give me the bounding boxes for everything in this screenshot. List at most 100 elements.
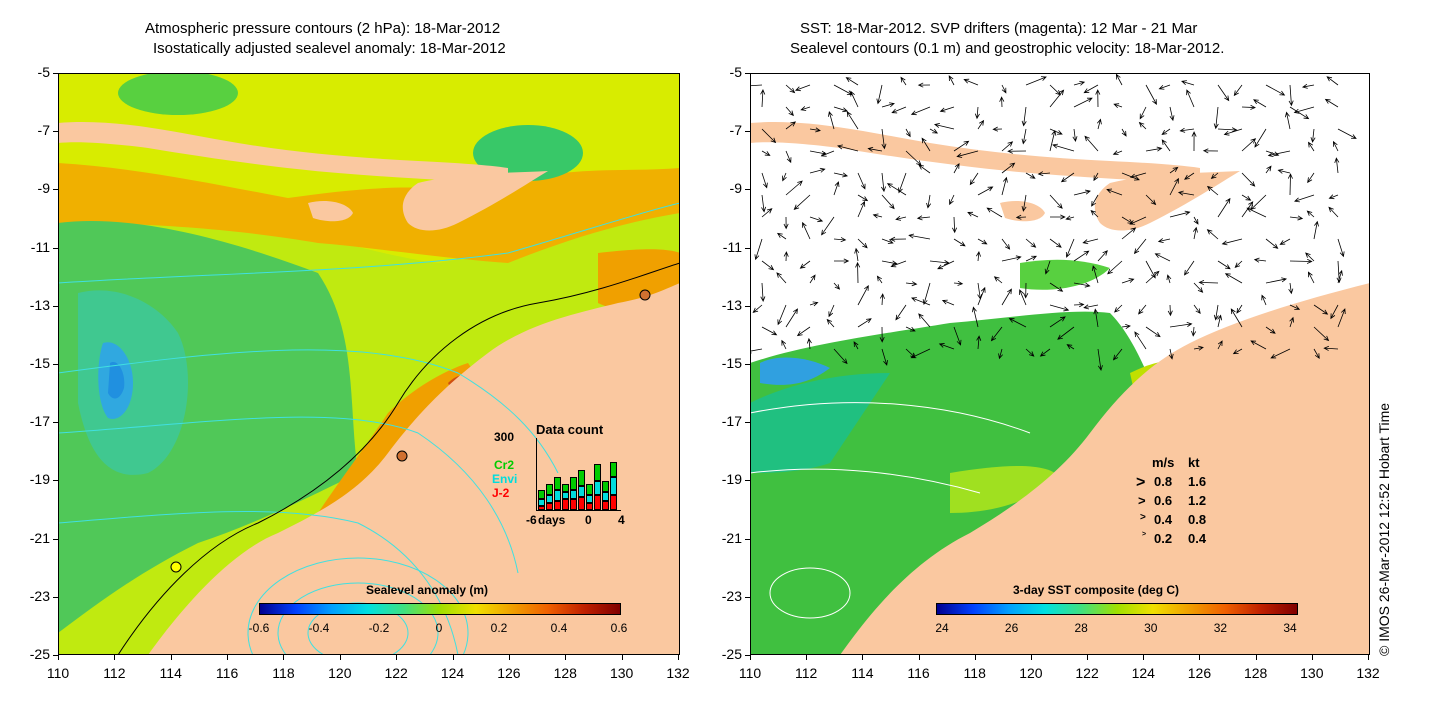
velocity-vector [857,172,866,190]
velocity-vector [1198,280,1219,286]
velocity-vector [905,326,916,332]
velocity-vector [1001,238,1011,250]
velocity-vector [881,128,887,150]
velocity-vector [846,111,859,130]
velocity-vector [1184,172,1195,180]
data-count-bar [546,483,553,495]
data-count-bar [602,481,609,493]
velocity-vector [857,194,869,202]
velocity-vector [1289,106,1310,120]
left-ytick: -25 [29,646,50,662]
left-xtick: 112 [103,665,126,681]
velocity-vector [1184,260,1195,276]
velocity-vector [1049,316,1066,328]
velocity-vector [998,348,1003,360]
velocity-vector [1021,106,1027,127]
data-count-bar [610,494,617,510]
velocity-vector [1052,143,1075,152]
velocity-vector [1267,150,1291,158]
velocity-vector [783,216,789,230]
left-xtick: 130 [609,665,634,681]
velocity-vector [1265,84,1286,96]
velocity-vector [1224,273,1243,284]
velocity-vector [1232,348,1243,355]
velocity-vector [1073,250,1090,262]
velocity-vector [900,76,907,86]
velocity-vector [1121,172,1140,181]
velocity-vector [1193,216,1199,225]
velocity-vector [1093,172,1099,182]
velocity-kt-value: 0.8 [1188,512,1207,527]
velocity-vector [974,106,980,120]
left-colorbar [259,603,621,615]
velocity-vector [921,137,931,152]
velocity-vector [1289,258,1313,264]
velocity-vector [833,282,841,290]
right-xtick: 122 [1075,665,1099,681]
velocity-vector [1049,304,1070,312]
velocity-vector [908,233,931,240]
velocity-vector [1210,172,1219,179]
right-xtick-mark [750,655,751,660]
velocity-vector [889,236,907,242]
left-ytick: -21 [29,529,50,546]
velocity-vector [999,96,1005,108]
velocity-vector [1253,257,1267,263]
data-count-bar [578,470,585,486]
velocity-vector [1084,135,1099,152]
right-xtick-mark [1255,655,1257,660]
velocity-vector [833,237,847,243]
velocity-vector [857,238,868,249]
velocity-vector [953,162,960,174]
velocity-vector [785,106,794,117]
velocity-vector [886,183,907,196]
velocity-vector [1154,253,1171,262]
velocity-vector [750,348,763,354]
velocity-vector [917,82,931,88]
velocity-vector [948,75,955,86]
right-ytick: -17 [721,413,742,430]
right-xtick-mark [862,655,864,660]
left-xtick-mark [678,655,679,660]
left-ytick: -19 [29,471,50,488]
velocity-vector [1096,118,1102,130]
right-xtick-mark [918,655,920,660]
left-xtick-mark [58,655,59,660]
velocity-vector [1115,73,1123,86]
data-count-xtick-0: 0 [585,513,592,527]
velocity-vector [881,348,888,366]
velocity-vector [761,208,773,218]
velocity-vector [1270,348,1291,359]
data-count-bar [610,461,617,477]
velocity-vector [1288,282,1294,295]
colorbar-tick-label: 26 [1004,621,1019,635]
velocity-vector [1193,304,1201,315]
velocity-vector [1129,172,1147,179]
left-title-line2: Isostatically adjusted sealevel anomaly:… [153,40,506,57]
velocity-vector [1294,194,1315,203]
velocity-vector [876,275,883,284]
right-xtick: 120 [1019,665,1043,681]
velocity-vector [1223,128,1243,136]
velocity-vector [793,194,811,210]
velocity-vector [1121,324,1131,329]
left-xtick: 124 [440,665,465,681]
left-xtick-mark [114,655,116,660]
data-count-inset: Data count 300 Cr2 Envi J-2 -6 days 0 4 [492,422,634,530]
right-ytick: -25 [721,646,742,662]
velocity-vector [1306,210,1315,218]
velocity-vector [971,306,979,328]
left-ytick-mark [53,596,58,598]
velocity-vector [1095,89,1101,108]
velocity-vector [1065,238,1075,258]
right-xtick: 116 [907,665,930,681]
velocity-vector [1236,304,1243,314]
left-ytick: -13 [29,296,50,313]
velocity-ms-value: 0.2 [1154,531,1173,546]
right-xtick: 114 [851,665,874,681]
velocity-vector [1145,194,1157,206]
left-ytick: -17 [29,413,50,430]
velocity-vector [1072,128,1078,142]
velocity-vector [855,261,861,284]
right-ytick: -5 [729,64,742,80]
